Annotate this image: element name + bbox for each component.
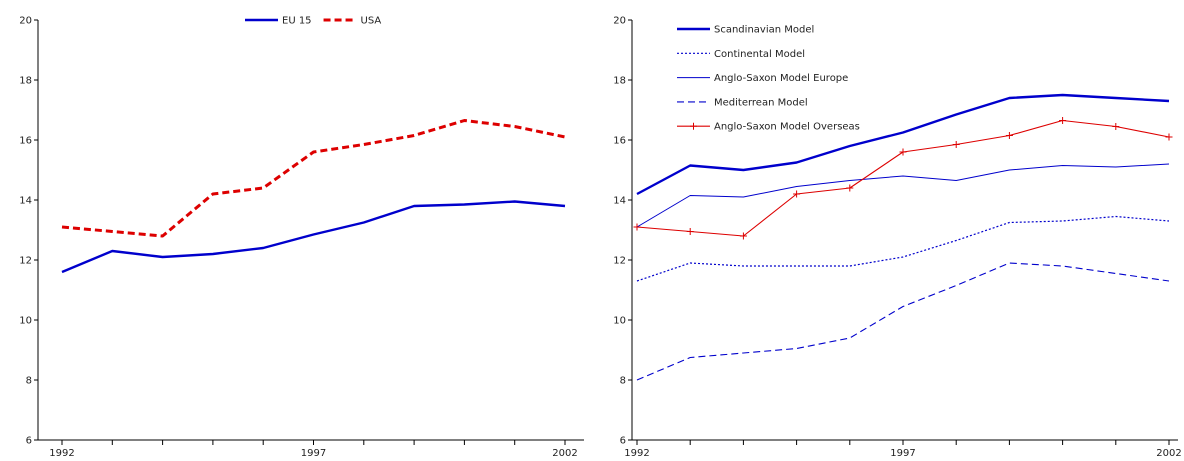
data-point bbox=[686, 228, 694, 235]
legend-label: Scandinavian Model bbox=[714, 25, 814, 36]
legend-label: Anglo-Saxon Model Europe bbox=[714, 73, 848, 84]
series-line-eu-15 bbox=[61, 200, 566, 274]
y-tick-label: 20 bbox=[19, 16, 32, 27]
legend-label: EU 15 bbox=[282, 16, 312, 27]
chart-left: 6 8 10 12 14 16 18 20 1992 1997 2002 EU 15 USA bbox=[19, 16, 584, 459]
y-tick-label: 10 bbox=[19, 316, 32, 327]
x-tick-label: 1992 bbox=[49, 448, 74, 459]
series-line-anglo-saxon-model-europe bbox=[636, 163, 1170, 228]
x-tick-label: 1997 bbox=[301, 448, 326, 459]
chart-right: 6 8 10 12 14 16 18 20 1992 1997 2002 Scandinavian M… bbox=[613, 16, 1181, 460]
series-line-mediterrean-model bbox=[636, 262, 1170, 381]
data-point bbox=[846, 184, 854, 192]
legend-label: Mediterrean Model bbox=[714, 97, 808, 108]
legend-item-anglo-saxon-model-overseas: Anglo-Saxon Model Overseas bbox=[677, 122, 860, 133]
legend: EU 15 USA bbox=[245, 16, 381, 27]
data-point bbox=[739, 232, 747, 240]
legend: Scandinavian Model Continental Model Anglo… bbox=[677, 25, 860, 133]
y-tick-label: 16 bbox=[19, 136, 32, 147]
legend-label: Continental Model bbox=[714, 49, 805, 60]
legend-item-mediterrean-model: Mediterrean Model bbox=[677, 97, 808, 108]
data-point bbox=[952, 141, 960, 148]
x-tick-label: 1992 bbox=[624, 448, 649, 459]
y-tick-label: 6 bbox=[620, 436, 626, 447]
legend-item-scandinavian-model: Scandinavian Model bbox=[677, 25, 814, 36]
data-point bbox=[1165, 133, 1173, 141]
y-tick-label: 14 bbox=[613, 196, 626, 207]
y-tick-label: 6 bbox=[26, 436, 32, 447]
legend-item-anglo-saxon-model-europe: Anglo-Saxon Model Europe bbox=[677, 73, 848, 84]
y-tick-label: 12 bbox=[19, 256, 32, 267]
y-tick-label: 18 bbox=[19, 76, 32, 87]
legend-item-eu-15: EU 15 bbox=[245, 16, 312, 27]
legend-label: Anglo-Saxon Model Overseas bbox=[714, 122, 860, 133]
data-point bbox=[1112, 123, 1120, 130]
data-point bbox=[1005, 132, 1013, 139]
y-tick-label: 10 bbox=[613, 316, 626, 327]
series-line-usa bbox=[61, 119, 566, 238]
x-tick-label: 1997 bbox=[890, 448, 915, 459]
data-point bbox=[793, 190, 801, 198]
data-point bbox=[1059, 117, 1067, 124]
y-tick-label: 8 bbox=[620, 376, 626, 387]
data-point bbox=[899, 148, 907, 156]
y-tick-label: 12 bbox=[613, 256, 626, 267]
x-tick-label: 2002 bbox=[552, 448, 577, 459]
y-tick-label: 16 bbox=[613, 136, 626, 147]
y-tick-label: 8 bbox=[26, 376, 32, 387]
series-line-continental-model bbox=[636, 215, 1170, 282]
legend-item-usa: USA bbox=[323, 16, 382, 27]
y-tick-label: 20 bbox=[613, 16, 626, 27]
legend-item-continental-model: Continental Model bbox=[677, 49, 805, 60]
data-point bbox=[633, 223, 641, 231]
x-tick-label: 2002 bbox=[1156, 448, 1181, 459]
y-tick-label: 18 bbox=[613, 76, 626, 87]
series-line-scandinavian-model bbox=[636, 93, 1170, 196]
legend-label: USA bbox=[361, 16, 382, 27]
y-tick-label: 14 bbox=[19, 196, 32, 207]
